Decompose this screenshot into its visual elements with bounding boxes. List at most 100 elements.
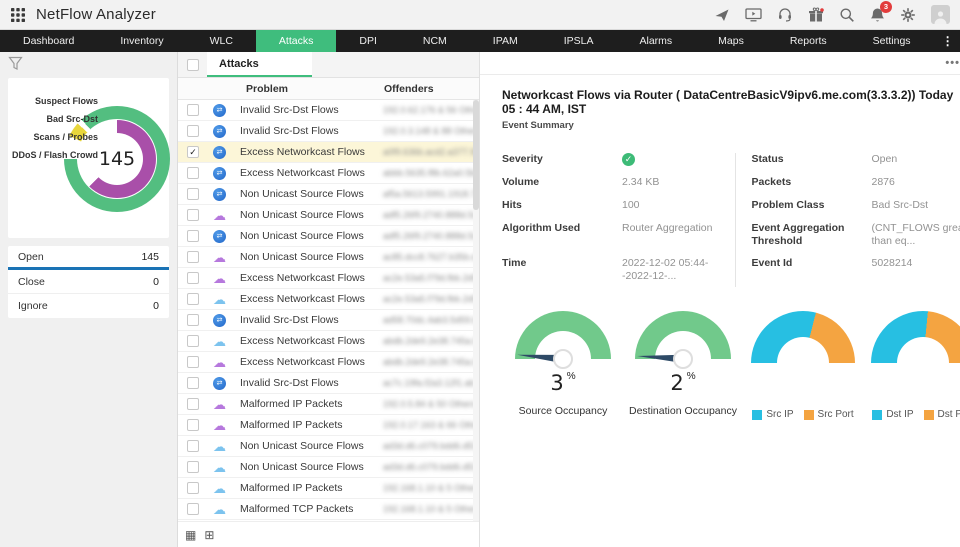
table-row[interactable]: ☁ Non Unicast Source Flows ac85.dcc8.7627.… xyxy=(178,247,479,268)
row-checkbox[interactable] xyxy=(187,104,199,116)
row-checkbox[interactable] xyxy=(187,167,199,179)
row-checkbox[interactable] xyxy=(187,272,199,284)
event-summary-label: Event Summary xyxy=(502,120,574,131)
export-table-icon[interactable]: ▦ xyxy=(185,527,197,542)
table-row[interactable]: ⇄ Invalid Src-Dst Flows ad58.70dc.4ab3.5d5… xyxy=(178,310,479,331)
column-header-problem[interactable]: Problem xyxy=(246,82,289,95)
row-checkbox[interactable] xyxy=(187,125,199,137)
cloud-blue-icon: ☁ xyxy=(213,438,226,454)
table-row[interactable]: ⇄ Excess Networkcast Flows abbb.5635.f8b.6… xyxy=(178,163,479,184)
row-checkbox[interactable]: ✓ xyxy=(187,146,199,158)
nav-item-ipam[interactable]: IPAM xyxy=(492,35,518,47)
problem-cell: Non Unicast Source Flows xyxy=(240,209,364,221)
nav-item-maps[interactable]: Maps xyxy=(718,35,744,47)
field-label: Problem Class xyxy=(751,199,825,211)
row-checkbox[interactable] xyxy=(187,461,199,473)
table-row[interactable]: ⇄ Non Unicast Source Flows af5a.5613.5991.… xyxy=(178,184,479,205)
table-row[interactable]: ☁ Non Unicast Source Flows adf5.26f9.2740.… xyxy=(178,205,479,226)
select-all-checkbox[interactable] xyxy=(187,59,199,71)
row-checkbox[interactable] xyxy=(187,251,199,263)
row-checkbox[interactable] xyxy=(187,209,199,221)
field-value: (CNT_FLOWS greater than eq... xyxy=(871,222,960,247)
table-row[interactable]: ⇄ Invalid Src-Dst Flows 192.0.3.148 & 88 O… xyxy=(178,121,479,142)
nav-item-attacks[interactable]: Attacks xyxy=(255,30,337,52)
router-icon: ⇄ xyxy=(212,187,227,201)
column-settings-icon[interactable]: ⊞ xyxy=(204,527,215,542)
field-value: 2.34 KB xyxy=(622,176,660,188)
status-row-close[interactable]: Close 0 xyxy=(8,270,169,294)
row-checkbox[interactable] xyxy=(187,419,199,431)
donut-legend-item[interactable]: Scans / Probes xyxy=(33,132,98,142)
tab-attacks[interactable]: Attacks xyxy=(207,52,312,77)
donut-legend-item[interactable]: DDoS / Flash Crowd xyxy=(12,150,99,160)
table-row[interactable]: ☁ Non Unicast Source Flows ad3d.d6.c079.bd… xyxy=(178,436,479,457)
promo-icon[interactable] xyxy=(714,7,730,23)
offenders-cell: 192.168.1.10 & 5 Others xyxy=(383,483,479,493)
problem-cell: Invalid Src-Dst Flows xyxy=(240,125,339,137)
table-scrollbar[interactable] xyxy=(473,100,479,521)
row-checkbox[interactable] xyxy=(187,482,199,494)
whats-new-gift-icon[interactable] xyxy=(808,6,824,23)
row-checkbox[interactable] xyxy=(187,440,199,452)
status-row-open[interactable]: Open 145 xyxy=(8,246,169,270)
nav-item-alarms[interactable]: Alarms xyxy=(639,35,673,47)
filter-icon[interactable] xyxy=(8,56,23,71)
legend-label: Src Port xyxy=(817,409,854,420)
table-row[interactable]: ☁ Excess Networkcast Flows abdb.2de9.2e38.… xyxy=(178,352,479,373)
status-row-ignore[interactable]: Ignore 0 xyxy=(8,294,169,318)
offenders-cell: 192.0.62.176 & 56 Others xyxy=(383,105,479,115)
app-launcher-grid-icon[interactable] xyxy=(10,7,26,23)
nav-item-wlc[interactable]: WLC xyxy=(209,35,233,47)
gauge-unit: % xyxy=(686,371,696,382)
settings-gear-icon[interactable] xyxy=(900,7,916,23)
problem-cell: Excess Networkcast Flows xyxy=(240,293,365,305)
legend-label: Dst IP xyxy=(886,409,914,420)
table-row[interactable]: ⇄ Invalid Src-Dst Flows 192.0.62.176 & 56 … xyxy=(178,100,479,121)
table-row[interactable]: ☁ Malformed IP Packets 192.0.17.163 & 66 O… xyxy=(178,415,479,436)
offenders-cell: ac7c.19fa.f2a3.12f1.ab... xyxy=(383,378,479,388)
nav-item-ipsla[interactable]: IPSLA xyxy=(563,35,594,47)
column-header-offenders[interactable]: Offenders xyxy=(384,82,434,95)
donut-legend-item[interactable]: Bad Src-Dst xyxy=(46,114,98,124)
row-checkbox[interactable] xyxy=(187,314,199,326)
nav-item-ncm[interactable]: NCM xyxy=(422,35,447,47)
table-row[interactable]: ☁ Excess Networkcast Flows ac2e.53a5.f79d.… xyxy=(178,268,479,289)
row-checkbox[interactable] xyxy=(187,188,199,200)
support-headset-icon[interactable] xyxy=(777,7,793,22)
row-checkbox[interactable] xyxy=(187,230,199,242)
table-row[interactable]: ✓ ⇄ Excess Networkcast Flows a0f9.636b.acd2… xyxy=(178,142,479,163)
nav-item-dpi[interactable]: DPI xyxy=(359,35,377,47)
field-value: 2876 xyxy=(871,176,895,188)
nav-item-reports[interactable]: Reports xyxy=(789,35,827,47)
table-row[interactable]: ☁ Excess Networkcast Flows abdb.2de9.2e38.… xyxy=(178,331,479,352)
demo-screen-icon[interactable] xyxy=(745,7,762,22)
donut-legend-item[interactable]: Suspect Flows xyxy=(34,96,98,106)
more-options-icon[interactable]: ••• xyxy=(945,57,960,69)
user-avatar[interactable] xyxy=(931,5,950,24)
nav-item-settings[interactable]: Settings xyxy=(872,35,911,47)
search-icon[interactable] xyxy=(839,7,855,23)
row-checkbox[interactable] xyxy=(187,398,199,410)
legend-color-chip xyxy=(872,409,883,420)
table-row[interactable]: ☁ Excess Networkcast Flows ac2e.53a5.f79d.… xyxy=(178,289,479,310)
table-row[interactable]: ⇄ Invalid Src-Dst Flows ac7c.19fa.f2a3.12f… xyxy=(178,373,479,394)
row-checkbox[interactable] xyxy=(187,335,199,347)
notifications-bell-icon[interactable]: 3 xyxy=(870,0,892,23)
row-checkbox[interactable] xyxy=(187,356,199,368)
severity-ok-check-icon: ✓ xyxy=(622,153,635,166)
table-row[interactable]: ☁ Malformed IP Packets 192.0.5.84 & 50 Oth… xyxy=(178,394,479,415)
nav-overflow-icon[interactable]: ⋮ xyxy=(941,34,954,48)
gauge-hub xyxy=(553,349,573,369)
row-checkbox[interactable] xyxy=(187,377,199,389)
table-row[interactable]: ☁ Malformed TCP Packets 192.168.1.10 & 5 O… xyxy=(178,499,479,520)
row-checkbox[interactable] xyxy=(187,503,199,515)
event-detail-panel: ••• ✕ Networkcast Flows via Router ( Dat… xyxy=(480,52,960,547)
row-checkbox[interactable] xyxy=(187,293,199,305)
nav-item-inventory[interactable]: Inventory xyxy=(120,35,164,47)
gauge-hub xyxy=(673,349,693,369)
nav-item-dashboard[interactable]: Dashboard xyxy=(23,35,75,47)
donut-total-count: 145 xyxy=(98,148,136,170)
table-row[interactable]: ☁ Non Unicast Source Flows ad3d.d6.c079.bd… xyxy=(178,457,479,478)
table-row[interactable]: ☁ Malformed IP Packets 192.168.1.10 & 5 Ot… xyxy=(178,478,479,499)
table-row[interactable]: ⇄ Non Unicast Source Flows adf5.26f9.2740.… xyxy=(178,226,479,247)
